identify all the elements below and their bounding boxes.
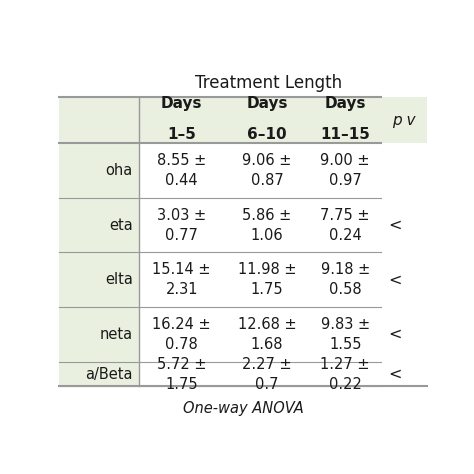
FancyBboxPatch shape — [59, 198, 139, 253]
Text: neta: neta — [100, 327, 133, 342]
Text: eta: eta — [109, 218, 133, 233]
Text: Days: Days — [325, 96, 366, 111]
Text: 9.00 ±
0.97: 9.00 ± 0.97 — [320, 153, 370, 188]
Text: elta: elta — [105, 272, 133, 287]
Text: 3.03 ±
0.77: 3.03 ± 0.77 — [157, 208, 206, 243]
FancyBboxPatch shape — [59, 253, 139, 307]
Text: Treatment Length: Treatment Length — [195, 74, 342, 92]
Text: 8.55 ±
0.44: 8.55 ± 0.44 — [157, 153, 206, 188]
Text: 7.75 ±
0.24: 7.75 ± 0.24 — [320, 208, 370, 243]
FancyBboxPatch shape — [59, 307, 139, 362]
Text: 6–10: 6–10 — [247, 127, 287, 142]
FancyBboxPatch shape — [59, 143, 139, 198]
Text: a/Beta: a/Beta — [85, 366, 133, 382]
Text: 11.98 ±
1.75: 11.98 ± 1.75 — [237, 263, 296, 297]
Text: 5.86 ±
1.06: 5.86 ± 1.06 — [242, 208, 292, 243]
Text: <: < — [389, 366, 402, 382]
Text: 1–5: 1–5 — [167, 127, 196, 142]
Text: Days: Days — [161, 96, 202, 111]
Text: 5.72 ±
1.75: 5.72 ± 1.75 — [157, 357, 207, 392]
Text: 2.27 ±
0.7: 2.27 ± 0.7 — [242, 357, 292, 392]
Text: p v: p v — [392, 112, 416, 128]
Text: oha: oha — [106, 163, 133, 178]
Text: 12.68 ±
1.68: 12.68 ± 1.68 — [237, 317, 296, 352]
FancyBboxPatch shape — [59, 362, 139, 386]
Text: <: < — [389, 218, 402, 233]
FancyBboxPatch shape — [59, 97, 427, 143]
Text: 1.27 ±
0.22: 1.27 ± 0.22 — [320, 357, 370, 392]
Text: 16.24 ±
0.78: 16.24 ± 0.78 — [152, 317, 211, 352]
Text: <: < — [389, 327, 402, 342]
Text: 11–15: 11–15 — [320, 127, 370, 142]
Text: 9.06 ±
0.87: 9.06 ± 0.87 — [242, 153, 292, 188]
Text: One-way ANOVA: One-way ANOVA — [182, 401, 303, 416]
Text: Days: Days — [246, 96, 288, 111]
Text: 15.14 ±
2.31: 15.14 ± 2.31 — [153, 263, 211, 297]
Text: <: < — [389, 272, 402, 287]
Text: 9.18 ±
0.58: 9.18 ± 0.58 — [320, 263, 370, 297]
Text: 9.83 ±
1.55: 9.83 ± 1.55 — [321, 317, 370, 352]
